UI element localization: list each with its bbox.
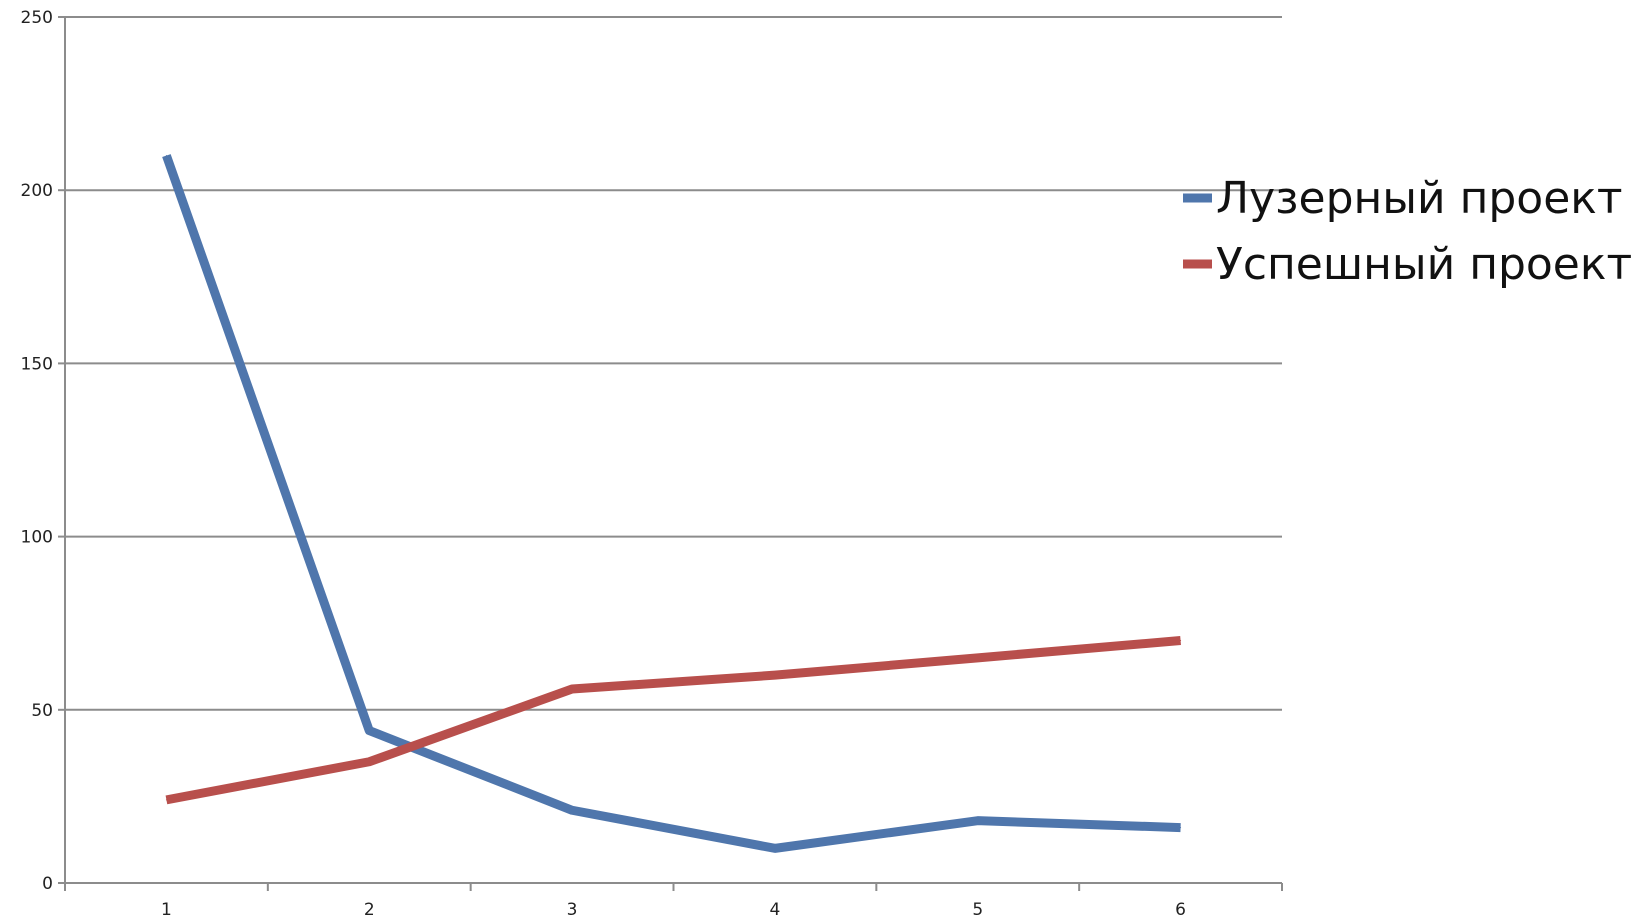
series-line-2 <box>165 636 1181 805</box>
data-point <box>774 847 776 849</box>
x-tick-label: 3 <box>567 900 578 920</box>
x-tick-label: 2 <box>364 900 375 920</box>
y-tick-label: 200 <box>21 181 53 201</box>
y-tick-label: 250 <box>21 8 53 28</box>
x-tick-label: 4 <box>770 900 781 920</box>
data-point <box>165 155 167 157</box>
y-tick-label: 50 <box>31 701 53 721</box>
legend-label: Успешный проект <box>1216 239 1631 290</box>
series-line-1 <box>162 154 1181 853</box>
data-point <box>368 761 370 763</box>
y-tick-label: 0 <box>42 874 53 894</box>
x-tick-label: 6 <box>1175 900 1186 920</box>
data-point <box>977 657 979 659</box>
data-point <box>774 674 776 676</box>
data-point <box>1180 827 1182 829</box>
data-point <box>571 809 573 811</box>
x-tick-labels: 1 2 3 4 5 6 <box>64 883 1283 920</box>
legend: Лузерный проект Успешный проект <box>1183 173 1631 290</box>
y-tick-labels: 0 50 100 150 200 250 <box>21 8 65 894</box>
data-point <box>977 820 979 822</box>
data-point <box>368 730 370 732</box>
data-point <box>165 799 167 801</box>
series-lines <box>162 154 1182 853</box>
axes <box>64 17 1282 884</box>
legend-label: Лузерный проект <box>1216 173 1623 224</box>
data-point <box>1180 640 1182 642</box>
gridlines <box>65 16 1282 711</box>
x-tick-label: 5 <box>972 900 983 920</box>
y-tick-label: 100 <box>21 528 53 548</box>
y-tick-label: 150 <box>21 354 53 374</box>
x-tick-label: 1 <box>161 900 172 920</box>
data-point <box>571 688 573 690</box>
